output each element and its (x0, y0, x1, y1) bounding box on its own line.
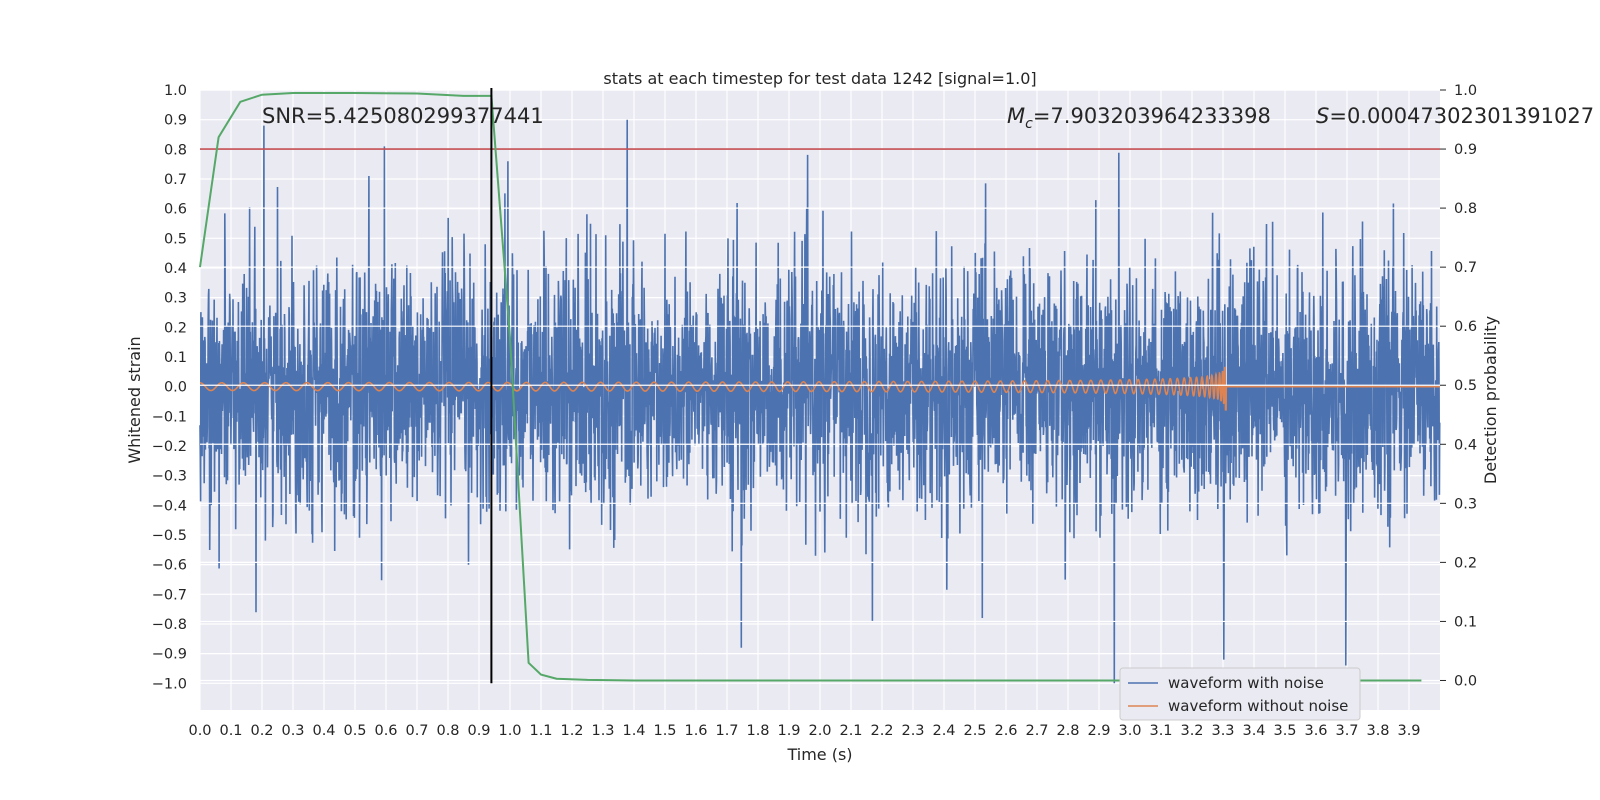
y-tick-label: 0.7 (164, 172, 187, 188)
x-tick-label: 2.2 (870, 723, 893, 739)
y-tick-label: 0.0 (164, 380, 187, 396)
x-axis-ticks: 0.0 0.1 0.2 0.3 0.4 0.5 0.6 0.7 0.8 0.9 1.0 1.1 1.2 1… (188, 723, 1420, 739)
x-tick-label: 0.9 (467, 723, 490, 739)
y-tick-label: 1.0 (164, 83, 187, 99)
legend-label-noise: waveform with noise (1168, 674, 1324, 692)
x-tick-label: 3.5 (1273, 723, 1296, 739)
y-axis-ticks: 1.0 0.9 0.8 0.7 0.6 0.5 0.4 0.3 0.2 0.1 0.0 −0.1 −0.… (152, 83, 187, 692)
x-tick-label: 0.7 (405, 723, 428, 739)
y2-tick-label: 0.4 (1454, 437, 1477, 453)
x-tick-label: 0.6 (374, 723, 397, 739)
y-tick-label: −0.7 (152, 587, 187, 603)
y-tick-label: 0.5 (164, 231, 187, 247)
x-tick-label: 0.3 (281, 723, 304, 739)
y-tick-label: −0.9 (152, 647, 187, 663)
y2-tick-label: 0.8 (1454, 201, 1477, 217)
x-tick-label: 0.0 (188, 723, 211, 739)
x-tick-label: 1.5 (653, 723, 676, 739)
x-tick-label: 2.1 (839, 723, 862, 739)
x-tick-label: 0.1 (219, 723, 242, 739)
chirp-mass-symbol: M (1007, 104, 1025, 128)
y-tick-label: −0.2 (152, 439, 187, 455)
y-tick-label: 0.9 (164, 113, 187, 129)
y-tick-label: 0.3 (164, 291, 187, 307)
x-tick-label: 3.1 (1149, 723, 1172, 739)
y2-tick-label: 0.0 (1454, 673, 1477, 689)
x-tick-label: 3.7 (1335, 723, 1358, 739)
series-waveform-without-noise (200, 366, 1440, 411)
x-tick-label: 2.8 (1056, 723, 1079, 739)
y2-tick-label: 0.6 (1454, 319, 1477, 335)
y-tick-label: −0.4 (152, 498, 187, 514)
y-tick-label: −0.6 (152, 558, 187, 574)
x-tick-label: 2.4 (932, 723, 955, 739)
x-axis-label: Time (s) (786, 745, 852, 764)
x-tick-label: 2.7 (1025, 723, 1048, 739)
x-tick-label: 2.9 (1087, 723, 1110, 739)
chart-title: stats at each timestep for test data 124… (603, 69, 1036, 88)
series-detection-probability (199, 92, 1422, 682)
x-tick-label: 2.0 (808, 723, 831, 739)
y2-tick-label: 0.5 (1454, 378, 1477, 394)
y2-tick-label: 0.3 (1454, 496, 1477, 512)
y2-tick-label: 0.9 (1454, 142, 1477, 158)
x-tick-label: 2.3 (901, 723, 924, 739)
x-tick-label: 1.4 (622, 723, 645, 739)
series-waveform-with-noise (199, 119, 1441, 684)
y-tick-label: −1.0 (152, 676, 187, 692)
y-tick-label: −0.8 (152, 617, 187, 633)
x-tick-label: 1.6 (684, 723, 707, 739)
y-tick-label: −0.5 (152, 528, 187, 544)
x-tick-label: 0.2 (250, 723, 273, 739)
chirp-mass-annotation: Mc=7.903203964233398 (1007, 104, 1271, 132)
x-tick-label: 2.6 (994, 723, 1017, 739)
x-tick-label: 1.0 (498, 723, 521, 739)
y2-tick-label: 1.0 (1454, 83, 1477, 99)
y-tick-label: 0.6 (164, 202, 187, 218)
x-tick-label: 1.8 (746, 723, 769, 739)
y-tick-label: 0.8 (164, 142, 187, 158)
x-tick-label: 0.5 (343, 723, 366, 739)
legend-label-clean: waveform without noise (1168, 697, 1348, 715)
spin-annotation: S=0.00047302301391027 (1316, 104, 1594, 128)
x-tick-label: 3.8 (1366, 723, 1389, 739)
x-tick-label: 1.7 (715, 723, 738, 739)
x-tick-label: 0.8 (436, 723, 459, 739)
x-tick-label: 2.5 (963, 723, 986, 739)
x-tick-label: 1.1 (529, 723, 552, 739)
x-tick-label: 1.3 (591, 723, 614, 739)
x-tick-label: 1.9 (777, 723, 800, 739)
x-tick-label: 1.2 (560, 723, 583, 739)
chirp-mass-value: =7.903203964233398 (1033, 104, 1271, 128)
y-tick-label: −0.3 (152, 469, 187, 485)
x-tick-label: 3.9 (1397, 723, 1420, 739)
snr-annotation: SNR=5.425080299377441 (262, 104, 544, 128)
y2-tick-label: 0.1 (1454, 614, 1477, 630)
x-tick-label: 3.3 (1211, 723, 1234, 739)
spin-value: =0.00047302301391027 (1329, 104, 1594, 128)
legend-box (1119, 667, 1361, 721)
y-tick-label: 0.1 (164, 350, 187, 366)
chirp-mass-subscript: c (1025, 116, 1033, 132)
y2-tick-label: 0.7 (1454, 260, 1477, 276)
x-tick-label: 3.4 (1242, 723, 1265, 739)
x-tick-label: 3.6 (1304, 723, 1327, 739)
x-tick-label: 3.0 (1118, 723, 1141, 739)
y2-axis-ticks: 1.0 0.9 0.8 0.7 0.6 0.5 0.4 0.3 0.2 0.1 0.0 (1440, 83, 1477, 689)
y2-tick-label: 0.2 (1454, 555, 1477, 571)
legend: waveform with noise waveform without noi… (1119, 667, 1361, 721)
spin-symbol: S (1316, 104, 1329, 128)
y-tick-label: 0.2 (164, 320, 187, 336)
x-tick-label: 0.4 (312, 723, 335, 739)
y-tick-label: 0.4 (164, 261, 187, 277)
y2-axis-label: Detection probability (1481, 316, 1500, 484)
x-tick-label: 3.2 (1180, 723, 1203, 739)
y-tick-label: −0.1 (152, 409, 187, 425)
y-axis-label: Whitened strain (125, 336, 144, 463)
